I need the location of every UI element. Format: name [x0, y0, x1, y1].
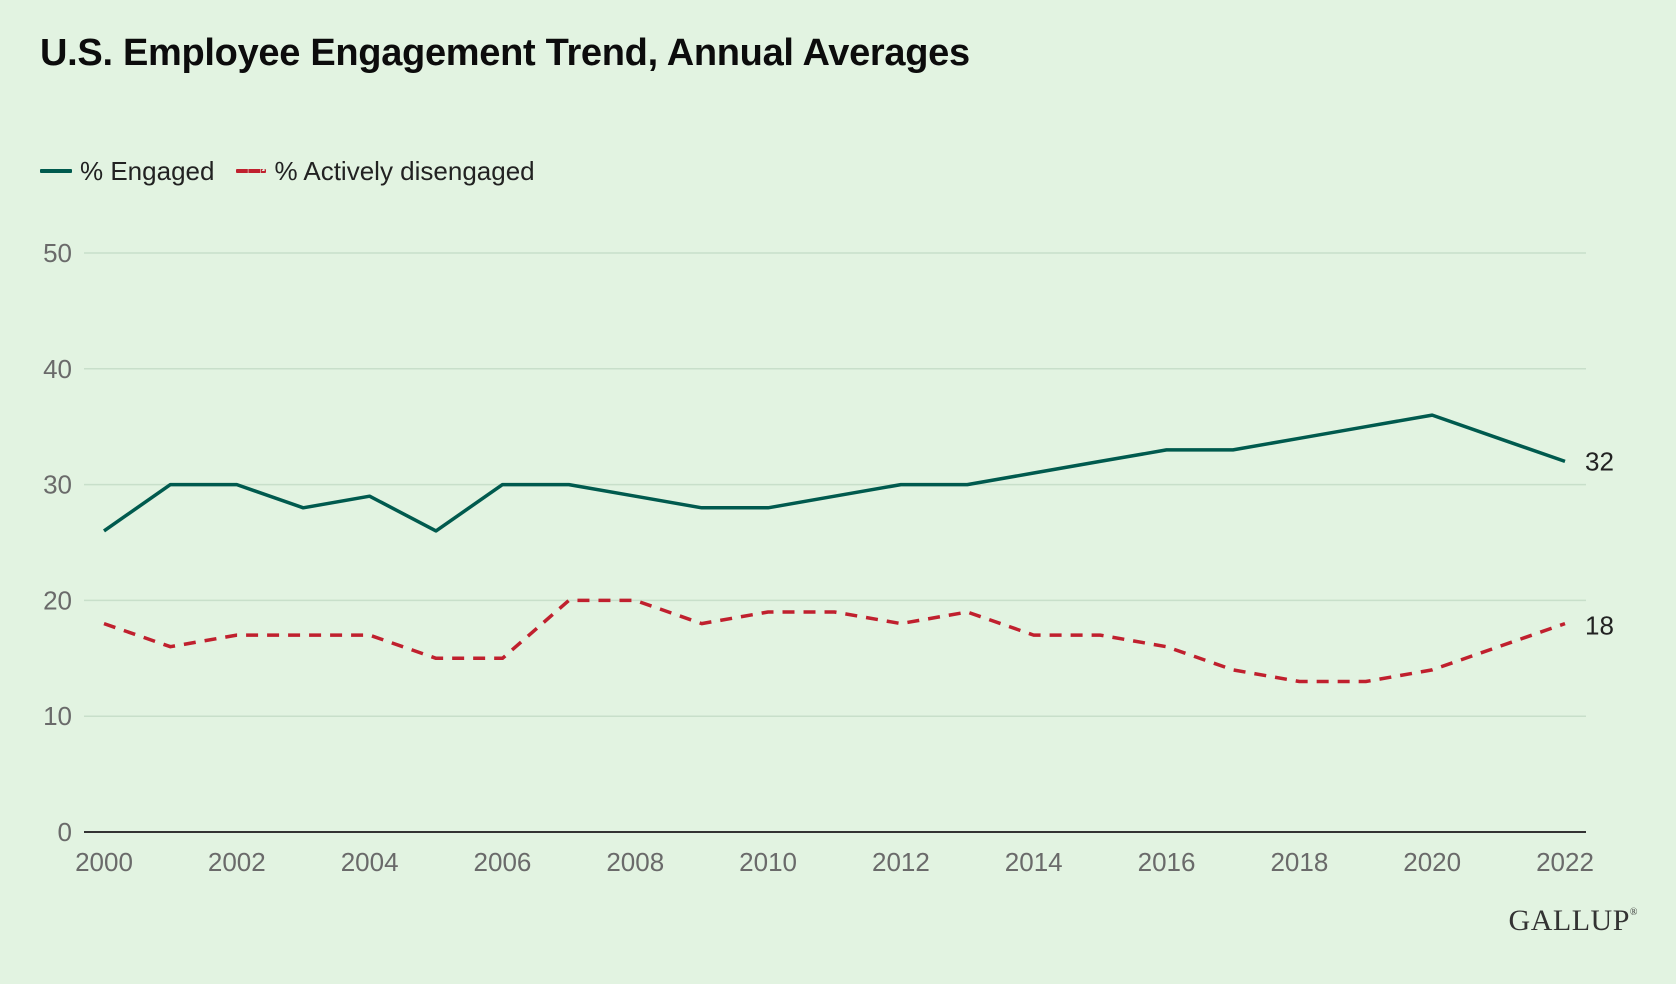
y-axis-ticks: 0 10 20 30 40 50 [43, 238, 72, 847]
end-label-engaged: 32 [1585, 446, 1614, 476]
y-tick-label: 10 [43, 701, 72, 731]
x-tick-label: 2002 [208, 847, 266, 877]
x-tick-label: 2020 [1403, 847, 1461, 877]
x-tick-label: 2008 [606, 847, 664, 877]
legend-label-disengaged: % Actively disengaged [274, 155, 535, 186]
y-tick-label: 50 [43, 238, 72, 268]
y-tick-label: 40 [43, 354, 72, 384]
y-tick-label: 20 [43, 585, 72, 615]
x-axis-ticks: 2000 2002 2004 2006 2008 2010 2012 2014 2016 2018… [75, 847, 1594, 877]
series-line-engaged [102, 413, 1566, 533]
chart-title: U.S. Employee Engagement Trend, Annual A… [40, 32, 970, 74]
gallup-logo: GALLUP® [1508, 904, 1638, 937]
x-tick-label: 2016 [1138, 847, 1196, 877]
series-line-disengaged [103, 598, 1566, 684]
end-labels: 32 18 [1585, 446, 1614, 640]
y-gridlines [84, 252, 1586, 717]
x-tick-label: 2004 [341, 847, 399, 877]
legend-label-engaged: % Engaged [80, 155, 215, 186]
chart-legend: % Engaged % Actively disengaged [40, 151, 557, 191]
x-tick-label: 2000 [75, 847, 133, 877]
x-tick-label: 2006 [474, 847, 532, 877]
end-label-disengaged: 18 [1585, 611, 1614, 641]
y-tick-label: 0 [58, 817, 72, 847]
x-tick-label: 2010 [739, 847, 797, 877]
legend-swatch-disengaged [236, 169, 267, 173]
x-tick-label: 2018 [1270, 847, 1328, 877]
gallup-logo-text: GALLUP [1508, 904, 1630, 937]
x-tick-label: 2014 [1005, 847, 1063, 877]
y-tick-label: 30 [43, 470, 72, 500]
series-lines [102, 413, 1566, 684]
legend-swatch-engaged [40, 169, 72, 173]
legend-item-disengaged: % Actively disengaged [236, 155, 535, 187]
legend-item-engaged: % Engaged [40, 156, 214, 187]
x-tick-label: 2022 [1536, 847, 1594, 877]
x-tick-label: 2012 [872, 847, 930, 877]
